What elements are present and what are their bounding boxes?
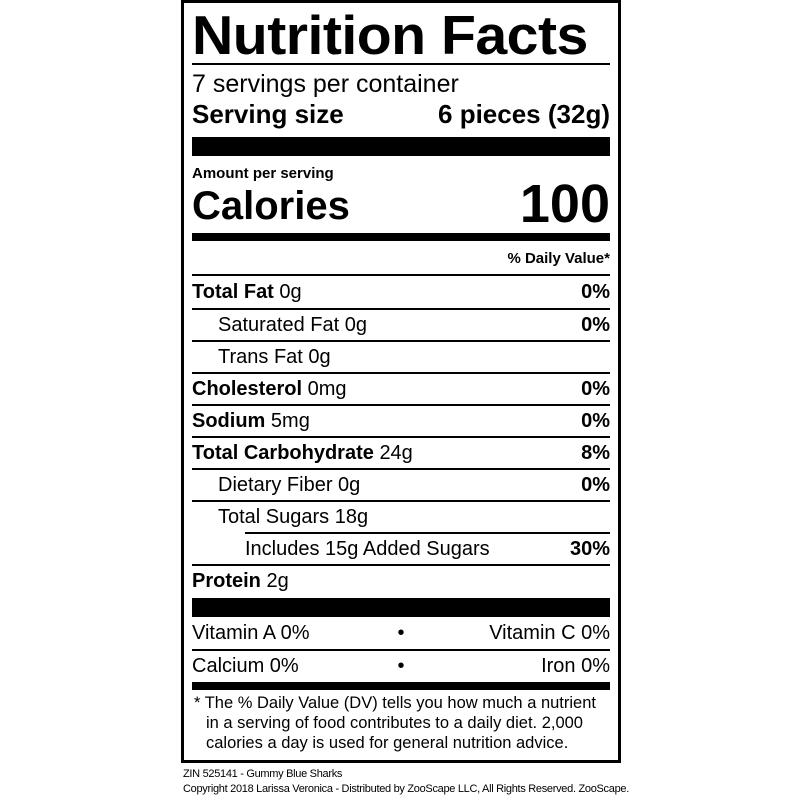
bullet-separator: • — [397, 621, 405, 644]
servings-per-container: 7 servings per container — [192, 70, 459, 98]
daily-value-footnote: * The % Daily Value (DV) tells you how m… — [194, 694, 596, 752]
nutrient-row: Total Sugars 18g — [192, 501, 610, 533]
vitamin-row: Calcium 0% • Iron 0% — [192, 650, 610, 682]
medium-divider — [192, 682, 610, 690]
nutrient-amount: 0mg — [307, 377, 347, 400]
vitamin-row: Vitamin A 0% • Vitamin C 0% — [192, 617, 610, 649]
nutrient-dv: 0% — [581, 377, 610, 400]
divider — [192, 436, 610, 438]
calories-label: Calories — [192, 184, 350, 228]
nutrient-row: Sodium 5mg 0% — [192, 405, 610, 437]
nutrient-amount: 18g — [334, 505, 369, 528]
nutrient-row: Protein 2g — [192, 565, 610, 597]
nutrient-row: Cholesterol 0mg 0% — [192, 373, 610, 405]
nutrient-dv: 0% — [581, 473, 610, 496]
nutrition-facts-label: Nutrition Facts 7 servings per container… — [181, 0, 621, 763]
divider — [192, 372, 610, 374]
divider — [192, 340, 610, 342]
vitamin-left: Calcium 0% — [192, 654, 299, 677]
divider — [192, 274, 610, 276]
divider — [192, 308, 610, 310]
nutrient-row: Trans Fat 0g — [192, 341, 610, 373]
label-title: Nutrition Facts — [192, 4, 588, 66]
daily-value-header: % Daily Value* — [507, 250, 610, 267]
vitamin-right: Vitamin C 0% — [489, 621, 610, 644]
nutrient-amount: 0g — [279, 280, 302, 303]
bullet-separator: • — [397, 654, 405, 677]
divider — [192, 564, 610, 566]
nutrient-row: Saturated Fat 0g 0% — [192, 309, 610, 341]
copyright: Copyright 2018 Larissa Veronica - Distri… — [183, 783, 629, 795]
divider — [245, 532, 610, 534]
product-line: ZIN 525141 - Gummy Blue Sharks — [183, 768, 343, 780]
divider — [192, 404, 610, 406]
thick-divider — [192, 137, 610, 156]
calories-value: 100 — [519, 174, 610, 234]
nutrient-row: Includes 15g Added Sugars 30% — [192, 533, 610, 565]
nutrient-amount: 0g — [338, 473, 361, 496]
nutrient-name: Protein — [192, 569, 261, 592]
thick-divider — [192, 598, 610, 617]
nutrient-name: Total Sugars — [218, 505, 330, 528]
nutrient-amount: 0g — [344, 313, 367, 336]
nutrient-dv: 0% — [581, 280, 610, 303]
divider — [192, 500, 610, 502]
serving-size-value: 6 pieces (32g) — [438, 99, 610, 129]
nutrient-amount: 24g — [379, 441, 413, 464]
nutrient-amount: 2g — [266, 569, 289, 592]
nutrient-name: Total Fat — [192, 280, 274, 303]
medium-divider — [192, 233, 610, 241]
calories-row: Calories 100 — [192, 177, 610, 231]
nutrient-row: Dietary Fiber 0g 0% — [192, 469, 610, 501]
nutrient-amount: 5mg — [270, 409, 310, 432]
nutrient-name: Dietary Fiber — [218, 473, 333, 496]
nutrient-dv: 8% — [581, 441, 610, 464]
divider — [192, 63, 610, 65]
nutrient-dv: 0% — [581, 313, 610, 336]
nutrient-row: Total Carbohydrate 24g 8% — [192, 437, 610, 469]
serving-size-label: Serving size — [192, 99, 344, 129]
vitamin-left: Vitamin A 0% — [192, 621, 310, 644]
nutrient-name: Trans Fat — [218, 345, 303, 368]
amount-per-serving: Amount per serving — [192, 165, 334, 182]
vitamin-right: Iron 0% — [541, 654, 610, 677]
nutrient-dv: 30% — [569, 537, 610, 560]
nutrient-dv: 0% — [581, 409, 610, 432]
divider — [192, 649, 610, 651]
nutrient-name: Saturated Fat — [218, 313, 340, 336]
nutrient-name: Total Carbohydrate — [192, 441, 374, 464]
nutrient-name: Sodium — [192, 409, 266, 432]
nutrient-name: Cholesterol — [192, 377, 303, 400]
nutrient-row: Total Fat 0g 0% — [192, 276, 610, 308]
serving-size: Serving size 6 pieces (32g) — [192, 99, 610, 129]
divider — [192, 468, 610, 470]
nutrient-amount: 0g — [308, 345, 331, 368]
nutrient-name: Includes 15g Added Sugars — [245, 537, 490, 560]
